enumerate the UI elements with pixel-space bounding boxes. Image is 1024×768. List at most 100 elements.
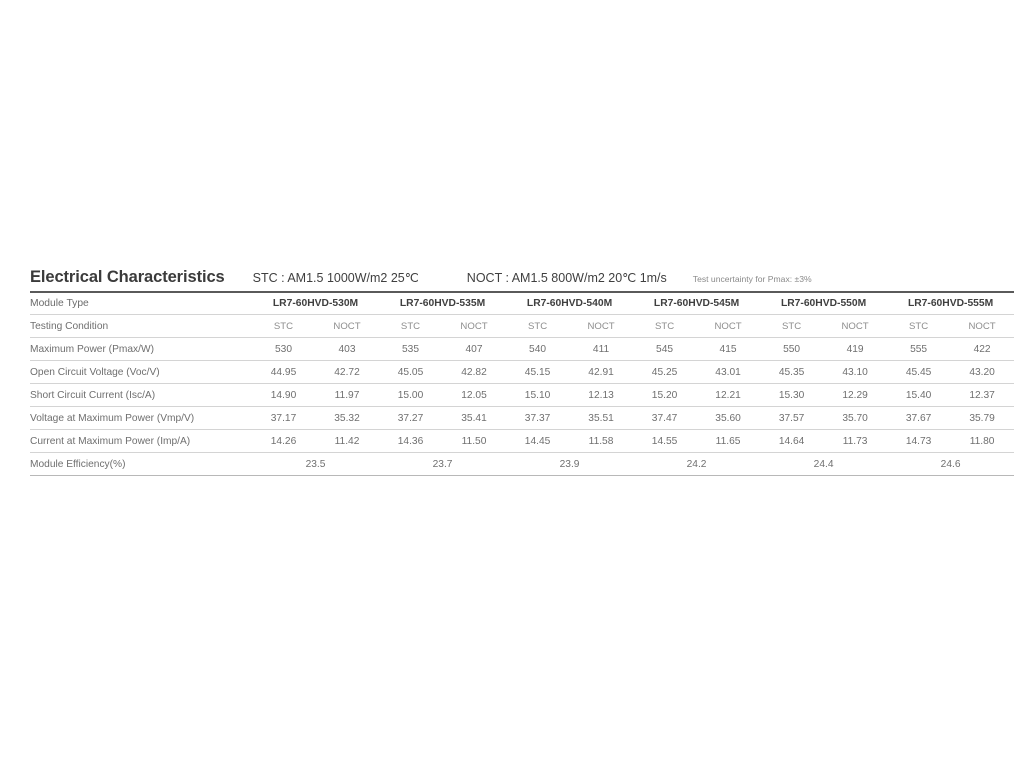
row-label-vmp: Voltage at Maximum Power (Vmp/V) [30, 406, 252, 430]
cell-value: 23.5 [252, 452, 380, 476]
subheader-stc: STC [379, 314, 443, 338]
cell-value: 11.97 [315, 383, 380, 407]
row-label-isc: Short Circuit Current (Isc/A) [30, 383, 252, 407]
cell-value: 11.65 [696, 429, 761, 453]
row-label-voc: Open Circuit Voltage (Voc/V) [30, 360, 252, 384]
cell-value: 15.00 [379, 383, 443, 407]
cell-value: 540 [506, 337, 570, 361]
cell-value: 11.73 [823, 429, 888, 453]
subheader-stc: STC [506, 314, 570, 338]
subheader-noct: NOCT [315, 314, 380, 338]
cell-value: 45.45 [887, 360, 951, 384]
table-row-pmax: Maximum Power (Pmax/W) 530 403 535 407 5… [30, 337, 1015, 361]
cell-value: 407 [442, 337, 507, 361]
cell-value: 14.55 [633, 429, 697, 453]
stc-condition-label: STC : AM1.5 1000W/m2 25℃ [252, 271, 419, 285]
cell-value: 11.42 [315, 429, 380, 453]
cell-value: 35.79 [950, 406, 1015, 430]
row-label-testing-condition: Testing Condition [30, 314, 252, 338]
row-label-module-type: Module Type [30, 293, 252, 315]
cell-value: 23.9 [506, 452, 634, 476]
cell-value: 403 [315, 337, 380, 361]
cell-value: 411 [569, 337, 634, 361]
cell-value: 35.51 [569, 406, 634, 430]
module-name: LR7-60HVD-540M [506, 293, 634, 315]
cell-value: 415 [696, 337, 761, 361]
subheader-noct: NOCT [696, 314, 761, 338]
electrical-characteristics-sheet: Electrical Characteristics STC : AM1.5 1… [30, 268, 1015, 476]
table-row-voc: Open Circuit Voltage (Voc/V) 44.95 42.72… [30, 360, 1015, 384]
table-row-vmp: Voltage at Maximum Power (Vmp/V) 37.17 3… [30, 406, 1015, 430]
test-uncertainty-note: Test uncertainty for Pmax: ±3% [692, 274, 812, 284]
cell-value: 422 [950, 337, 1015, 361]
cell-value: 45.25 [633, 360, 697, 384]
cell-value: 24.6 [887, 452, 1015, 476]
noct-condition-label: NOCT : AM1.5 800W/m2 20℃ 1m/s [466, 271, 667, 285]
cell-value: 35.60 [696, 406, 761, 430]
table-row-module-type: Module Type LR7-60HVD-530M LR7-60HVD-535… [30, 293, 1015, 315]
cell-value: 35.32 [315, 406, 380, 430]
electrical-characteristics-table: Module Type LR7-60HVD-530M LR7-60HVD-535… [30, 293, 1015, 476]
table-row-isc: Short Circuit Current (Isc/A) 14.90 11.9… [30, 383, 1015, 407]
cell-value: 15.30 [760, 383, 824, 407]
cell-value: 24.2 [633, 452, 761, 476]
cell-value: 15.40 [887, 383, 951, 407]
cell-value: 419 [823, 337, 888, 361]
cell-value: 37.27 [379, 406, 443, 430]
cell-value: 550 [760, 337, 824, 361]
subheader-noct: NOCT [950, 314, 1015, 338]
cell-value: 23.7 [379, 452, 507, 476]
cell-value: 45.15 [506, 360, 570, 384]
cell-value: 24.4 [760, 452, 888, 476]
subheader-noct: NOCT [823, 314, 888, 338]
cell-value: 12.29 [823, 383, 888, 407]
row-label-efficiency: Module Efficiency(%) [30, 452, 252, 476]
subheader-noct: NOCT [569, 314, 634, 338]
cell-value: 15.20 [633, 383, 697, 407]
module-name: LR7-60HVD-535M [379, 293, 507, 315]
cell-value: 37.57 [760, 406, 824, 430]
cell-value: 12.05 [442, 383, 507, 407]
table-row-efficiency: Module Efficiency(%) 23.5 23.7 23.9 24.2… [30, 452, 1015, 476]
cell-value: 43.20 [950, 360, 1015, 384]
cell-value: 44.95 [252, 360, 315, 384]
cell-value: 43.10 [823, 360, 888, 384]
cell-value: 14.73 [887, 429, 951, 453]
cell-value: 14.45 [506, 429, 570, 453]
cell-value: 555 [887, 337, 951, 361]
cell-value: 45.05 [379, 360, 443, 384]
cell-value: 530 [252, 337, 315, 361]
cell-value: 37.67 [887, 406, 951, 430]
subheader-stc: STC [760, 314, 824, 338]
cell-value: 37.37 [506, 406, 570, 430]
title-divider [30, 291, 1014, 293]
cell-value: 14.36 [379, 429, 443, 453]
row-label-pmax: Maximum Power (Pmax/W) [30, 337, 252, 361]
subheader-stc: STC [252, 314, 315, 338]
cell-value: 37.17 [252, 406, 315, 430]
module-name: LR7-60HVD-550M [760, 293, 888, 315]
table-row-imp: Current at Maximum Power (Imp/A) 14.26 1… [30, 429, 1015, 453]
cell-value: 14.90 [252, 383, 315, 407]
page-title: Electrical Characteristics [30, 268, 225, 286]
cell-value: 15.10 [506, 383, 570, 407]
cell-value: 12.37 [950, 383, 1015, 407]
cell-value: 12.13 [569, 383, 634, 407]
cell-value: 12.21 [696, 383, 761, 407]
module-name: LR7-60HVD-530M [252, 293, 380, 315]
cell-value: 14.64 [760, 429, 824, 453]
row-label-imp: Current at Maximum Power (Imp/A) [30, 429, 252, 453]
cell-value: 42.82 [442, 360, 507, 384]
cell-value: 535 [379, 337, 443, 361]
cell-value: 45.35 [760, 360, 824, 384]
subheader-stc: STC [887, 314, 951, 338]
cell-value: 43.01 [696, 360, 761, 384]
cell-value: 11.80 [950, 429, 1015, 453]
module-name: LR7-60HVD-545M [633, 293, 761, 315]
cell-value: 42.91 [569, 360, 634, 384]
cell-value: 14.26 [252, 429, 315, 453]
cell-value: 545 [633, 337, 697, 361]
table-row-testing-condition: Testing Condition STC NOCT STC NOCT STC … [30, 314, 1015, 338]
subheader-stc: STC [633, 314, 697, 338]
module-name: LR7-60HVD-555M [887, 293, 1015, 315]
